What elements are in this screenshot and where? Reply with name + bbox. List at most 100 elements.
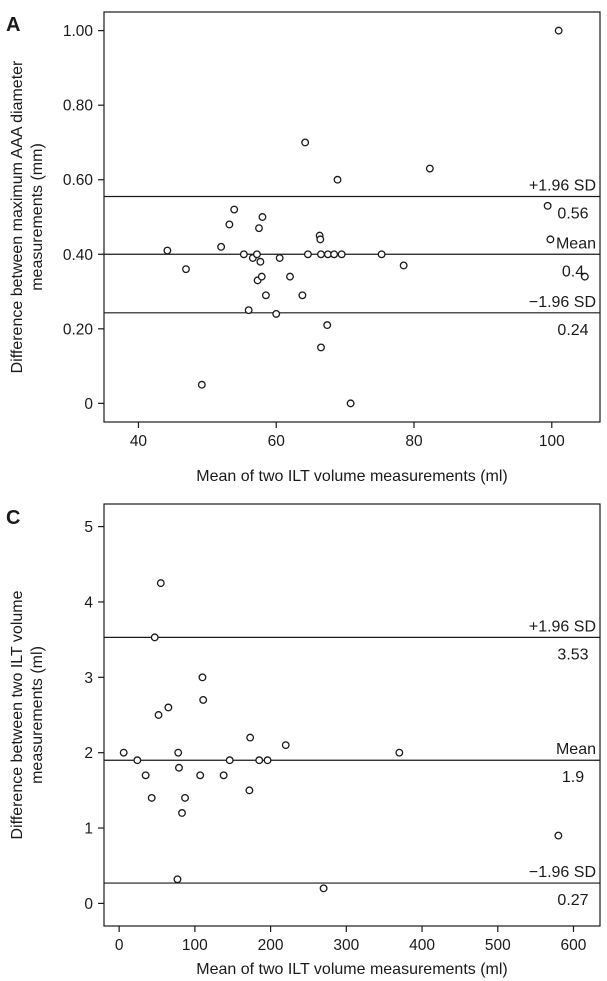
panel-a-data-point xyxy=(217,242,226,251)
panel-a-data-point xyxy=(230,205,239,214)
panel-c-y-tick-label: 4 xyxy=(84,594,93,611)
panel-c-y-tick-label: 0 xyxy=(84,896,93,913)
panel-a-reference-line-value: 0.24 xyxy=(557,322,588,339)
panel-c-x-axis-label: Mean of two ILT volume measurements (ml) xyxy=(196,961,508,978)
panel-a-x-tick-label: 60 xyxy=(268,433,286,450)
panel-a-y-tick-label: 1.00 xyxy=(63,23,94,40)
panel-a-data-point xyxy=(301,138,310,147)
panel-a-data-point xyxy=(303,250,312,259)
panel-a-data-point xyxy=(546,235,555,244)
panel-a-reference-line-name: Mean xyxy=(556,235,596,252)
panel-a-y-tick-label: 0 xyxy=(84,396,93,413)
panel-a-y-tick-label: 0.80 xyxy=(63,98,94,115)
panel-c-x-tick-label: 500 xyxy=(485,937,511,954)
panel-c-data-point xyxy=(198,673,207,682)
panel-c-data-point xyxy=(225,756,234,765)
panel-c-x-tick-label: 600 xyxy=(561,937,587,954)
panel-a-data-point xyxy=(255,224,263,233)
panel-c-data-point xyxy=(119,748,128,757)
panel-a-plot-frame xyxy=(103,11,601,423)
panel-c-x-tick-label: 100 xyxy=(182,937,208,954)
panel-a-data-point xyxy=(399,261,408,270)
panel-c-data-point xyxy=(164,703,173,712)
panel-c-y-axis-label-line1: Difference between two ILT volume xyxy=(9,590,26,839)
panel-a-y-tick-label: 0.20 xyxy=(63,321,94,338)
panel-a-chart: A 0 0.20 0.40 0.60 0.80 1.00 40 60 80 100 +1.96 … xyxy=(6,11,601,485)
panel-a-data-point xyxy=(425,164,434,173)
panel-a-y-axis-label-line1: Difference between maximum AAA diameter xyxy=(9,60,26,373)
panel-a-data-point xyxy=(261,291,270,300)
panel-a-data-point xyxy=(298,291,307,300)
panel-a-reference-line-name: −1.96 SD xyxy=(529,294,596,311)
panel-c-x-tick-label: 300 xyxy=(333,937,359,954)
panel-c-x-tick-label: 200 xyxy=(258,937,284,954)
panel-a-x-axis-label: Mean of two ILT volume measurements (ml) xyxy=(196,468,508,485)
panel-a-data-point xyxy=(333,175,342,184)
panel-a-data-point xyxy=(317,343,325,352)
panel-a-letter: A xyxy=(6,14,20,36)
panel-c-data-point xyxy=(133,756,142,765)
panel-a-data-point xyxy=(197,380,206,389)
panel-a-y-tick-label: 0.60 xyxy=(63,172,94,189)
panel-c-reference-line-name: Mean xyxy=(556,741,596,758)
panel-c-reference-line-name: +1.96 SD xyxy=(529,618,596,635)
panel-a-data-point xyxy=(330,250,339,259)
panel-c-data-point xyxy=(199,695,208,704)
panel-c-data-point xyxy=(147,793,156,802)
panel-c-reference-line-value: 1.9 xyxy=(562,769,584,786)
panel-a-data-point xyxy=(256,257,265,266)
panel-a-data-point xyxy=(377,250,386,259)
panel-a-data-point xyxy=(317,250,325,259)
panel-c-x-tick-label: 400 xyxy=(409,937,435,954)
panel-c-reference-line-name: −1.96 SD xyxy=(529,864,596,881)
panel-c-reference-line-value: 0.27 xyxy=(557,892,588,909)
panel-a-data-point xyxy=(225,220,234,229)
panel-c-data-point xyxy=(281,741,290,750)
panel-c-data-point xyxy=(173,875,182,884)
panel-a-data-point xyxy=(275,254,284,262)
panel-c-letter: C xyxy=(6,507,20,529)
panel-a-data-point xyxy=(182,265,190,274)
panel-c-data-point xyxy=(319,884,328,893)
panel-c-data-point xyxy=(154,711,163,719)
panel-c-data-point xyxy=(255,756,264,765)
panel-c-data-point xyxy=(554,831,563,840)
panel-a-data-point xyxy=(244,306,253,315)
panel-c-data-point xyxy=(263,756,272,765)
panel-c-y-tick-label: 1 xyxy=(84,821,93,838)
panel-c-data-point xyxy=(156,579,165,588)
panel-a-data-point xyxy=(257,272,266,281)
panel-a-data-point xyxy=(239,250,248,259)
panel-a-y-axis-label-line2: measurements (mm) xyxy=(29,143,46,291)
panel-a-reference-line-name: +1.96 SD xyxy=(529,178,596,195)
panel-c-data-point xyxy=(246,733,255,742)
panel-c-y-tick-label: 2 xyxy=(84,745,93,762)
panel-c-y-tick-label: 5 xyxy=(84,519,93,536)
panel-a-data-point xyxy=(286,272,294,281)
panel-a-data-point xyxy=(554,26,563,35)
panel-a-data-point xyxy=(252,250,261,259)
panel-c-y-tick-label: 3 xyxy=(84,670,93,687)
panel-c-chart: C 0 1 2 3 4 5 0 100 200 300 400 500 600 +1.96 SD 3.5… xyxy=(6,503,601,978)
panel-c-data-point xyxy=(174,748,183,757)
panel-c-data-point xyxy=(181,793,189,802)
panel-a-data-point xyxy=(163,246,172,255)
panel-c-reference-line-value: 3.53 xyxy=(557,646,588,663)
panel-a-x-tick-label: 100 xyxy=(539,433,565,450)
panel-c-data-point xyxy=(245,786,254,795)
panel-a-reference-line-value: 0.4 xyxy=(562,263,584,280)
panel-c-data-point xyxy=(141,771,150,780)
panel-a-x-tick-label: 40 xyxy=(130,433,148,450)
panel-c-data-point xyxy=(219,771,228,780)
panel-c-data-point xyxy=(150,633,159,642)
panel-a-data-point xyxy=(258,213,267,221)
panel-c-data-point xyxy=(395,748,404,757)
panel-a-data-point xyxy=(272,309,281,318)
panel-c-x-tick-label: 0 xyxy=(115,937,124,954)
panel-a-data-point xyxy=(543,201,552,210)
panel-c-data-point xyxy=(178,809,186,817)
panel-a-data-point xyxy=(337,250,346,259)
panel-c-data-point xyxy=(196,771,205,780)
panel-c-data-point xyxy=(175,763,183,772)
